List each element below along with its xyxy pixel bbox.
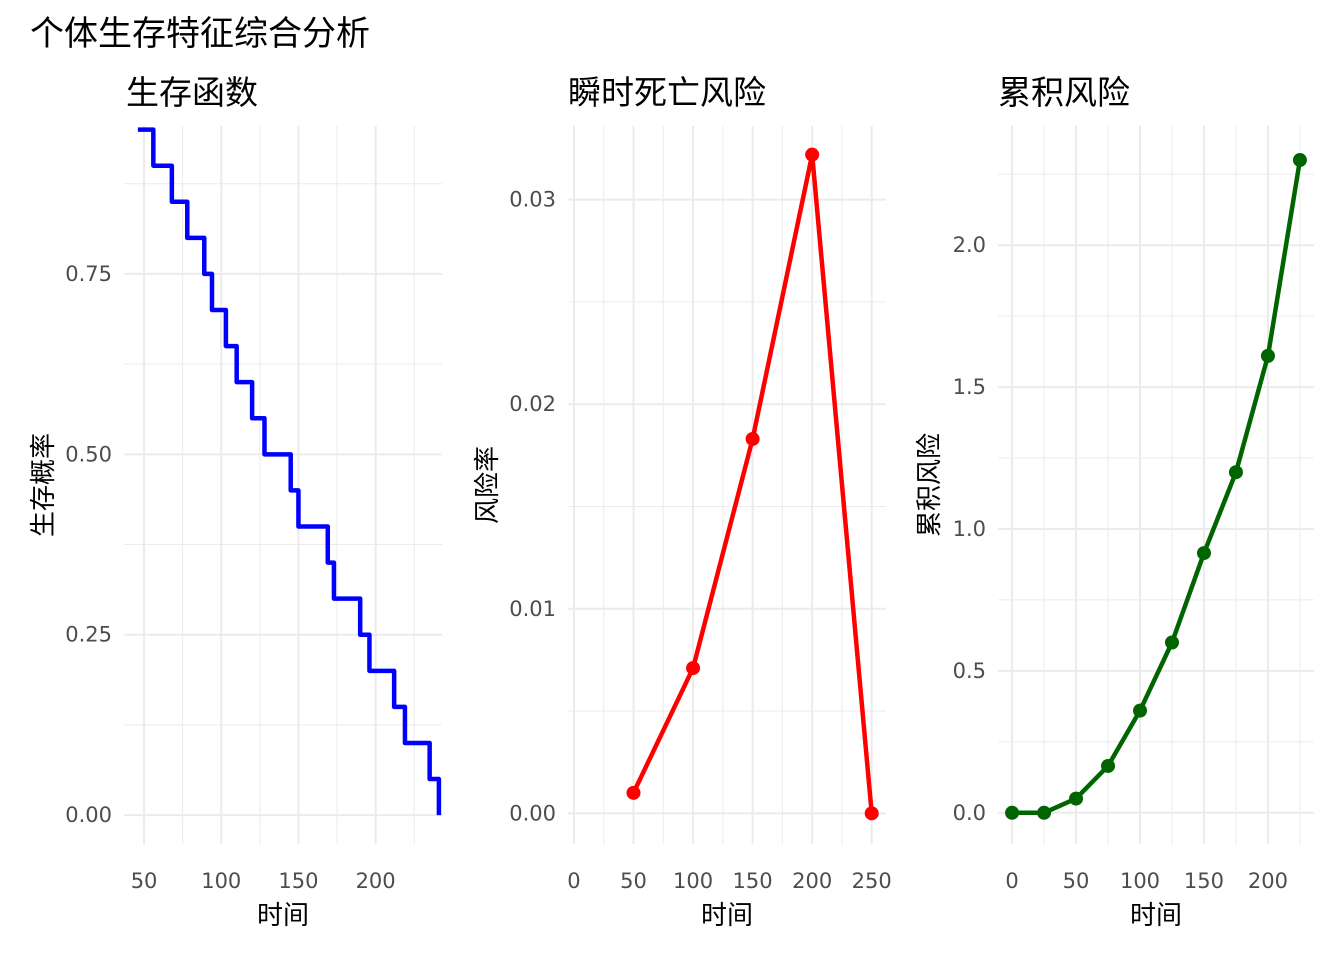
- series-line: [137, 127, 442, 816]
- y-tick-label: 0.03: [509, 188, 556, 212]
- y-tick-label: 2.0: [953, 233, 986, 257]
- x-tick-label: 50: [1063, 869, 1090, 893]
- x-tick-label: 200: [792, 869, 832, 893]
- series-line: [1012, 159, 1303, 816]
- x-tick-label: 200: [356, 869, 396, 893]
- y-tick-label: 0.0: [953, 801, 986, 825]
- x-tick-label: 150: [278, 869, 318, 893]
- data-point: [1037, 805, 1052, 820]
- y-tick-label: 0.25: [65, 623, 112, 647]
- x-axis-title: 时间: [1130, 901, 1182, 931]
- y-tick-label: 0.02: [509, 392, 556, 416]
- y-tick-label: 0.5: [953, 659, 986, 683]
- x-axis-title: 时间: [701, 901, 753, 931]
- panel-title: 瞬时死亡风险: [568, 73, 766, 112]
- panel-title: 累积风险: [998, 73, 1130, 112]
- x-axis-title: 时间: [257, 901, 309, 931]
- x-tick-label: 250: [852, 869, 892, 893]
- data-point: [1164, 635, 1179, 650]
- y-tick-label: 0.00: [509, 801, 556, 825]
- y-tick-label: 0.00: [65, 803, 112, 827]
- y-tick-label: 1.5: [953, 375, 986, 399]
- data-point: [1260, 348, 1275, 363]
- y-axis-title: 风险率: [473, 446, 503, 524]
- x-tick-label: 0: [567, 869, 580, 893]
- x-tick-label: 150: [733, 869, 773, 893]
- x-tick-label: 50: [131, 869, 158, 893]
- data-point: [1069, 791, 1084, 806]
- page-title: 个体生存特征综合分析: [30, 14, 370, 54]
- panel-title: 生存函数: [126, 73, 258, 112]
- data-point: [864, 806, 879, 821]
- y-axis-title: 生存概率: [29, 433, 59, 537]
- data-point: [745, 431, 760, 446]
- x-tick-label: 200: [1248, 869, 1288, 893]
- data-point: [1228, 465, 1243, 480]
- x-tick-label: 100: [1120, 869, 1160, 893]
- data-point: [805, 147, 820, 162]
- y-tick-label: 0.50: [65, 442, 112, 466]
- data-point: [1101, 758, 1116, 773]
- y-axis-title: 累积风险: [915, 433, 945, 537]
- y-tick-label: 1.0: [953, 517, 986, 541]
- x-tick-label: 0: [1005, 869, 1018, 893]
- y-tick-label: 0.01: [509, 597, 556, 621]
- x-tick-label: 100: [673, 869, 713, 893]
- data-point: [1196, 546, 1211, 561]
- x-tick-label: 50: [620, 869, 647, 893]
- data-point: [1133, 703, 1148, 718]
- data-point: [1292, 153, 1307, 168]
- data-point: [686, 661, 701, 676]
- x-tick-label: 150: [1184, 869, 1224, 893]
- y-tick-label: 0.75: [65, 262, 112, 286]
- data-point: [626, 785, 641, 800]
- x-tick-label: 100: [201, 869, 241, 893]
- data-point: [1005, 805, 1020, 820]
